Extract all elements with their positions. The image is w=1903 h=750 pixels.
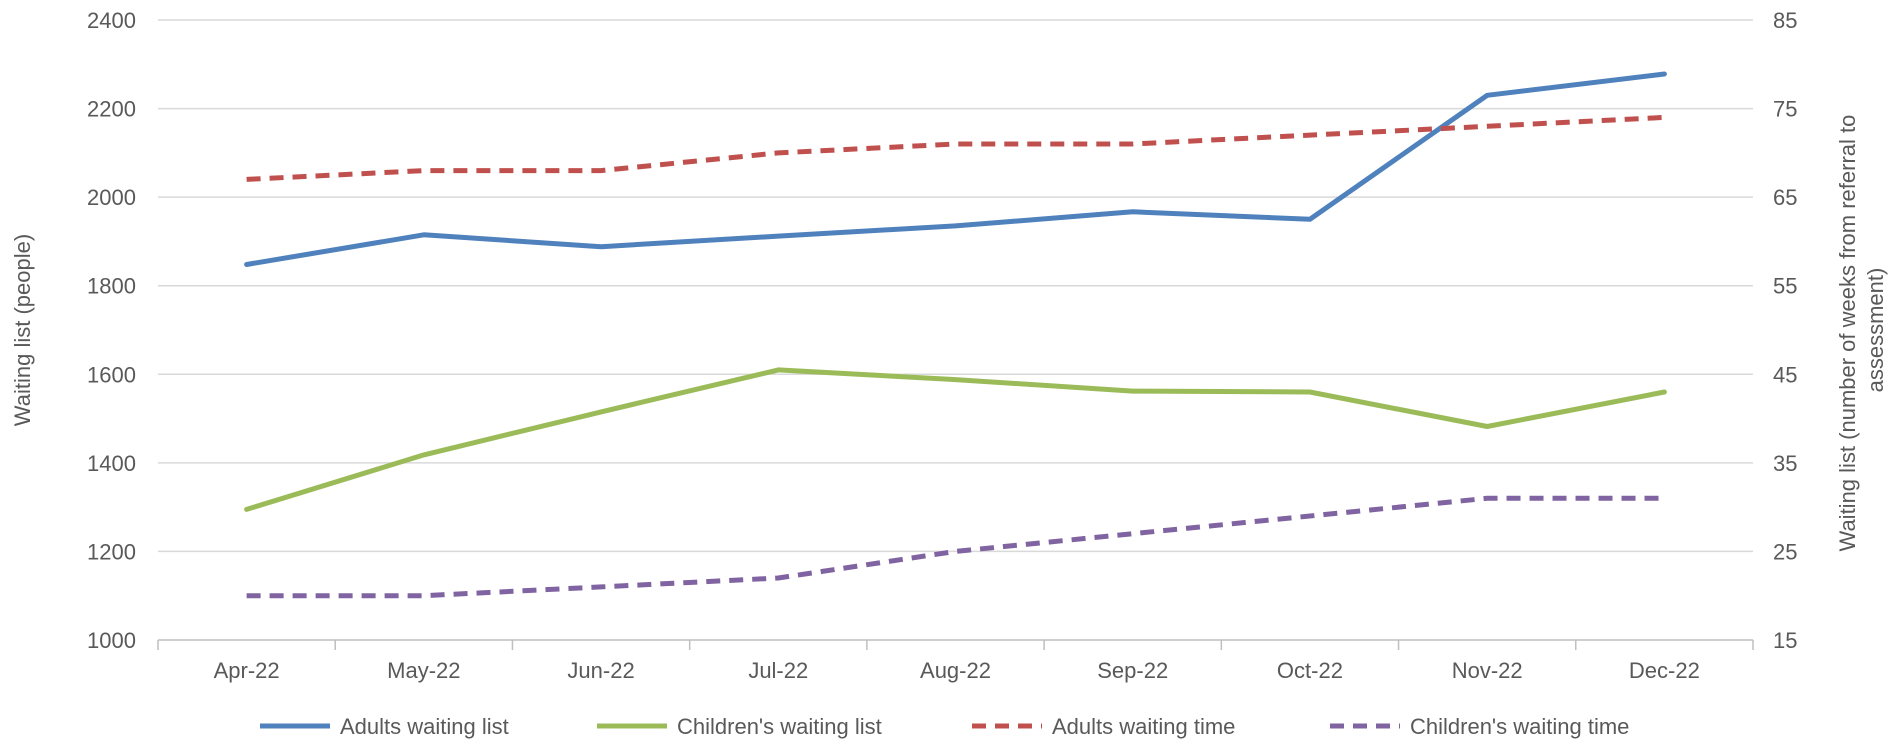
series-line-3	[246, 114, 1665, 182]
legend: Adults waiting list Children's waiting li…	[260, 714, 1629, 739]
series-line-1	[244, 71, 1667, 267]
legend-label: Children's waiting list	[677, 714, 882, 739]
right-y-tick-label: 65	[1773, 185, 1797, 210]
right-axis-title-line-2: assessment)	[1863, 268, 1888, 393]
x-axis: Apr-22 May-22 Jun-22 Jul-22 Aug-22 Sep-22 Oct-…	[157, 640, 1754, 683]
left-y-tick-label: 2200	[87, 97, 136, 122]
left-y-axis: 1000 1200 1400 1600 1800 2000 2200 2400	[87, 8, 136, 653]
left-y-tick-label: 1800	[87, 274, 136, 299]
right-y-tick-label: 75	[1773, 97, 1797, 122]
x-tick-label: Jul-22	[748, 658, 808, 683]
left-y-tick-label: 1000	[87, 628, 136, 653]
right-axis-title-line-1: Waiting list (number of weeks from refer…	[1835, 115, 1860, 552]
left-y-tick-label: 2000	[87, 185, 136, 210]
right-y-tick-label: 25	[1773, 539, 1797, 564]
left-y-tick-label: 1200	[87, 539, 136, 564]
right-y-tick-label: 35	[1773, 451, 1797, 476]
left-axis-title: Waiting list (people)	[10, 234, 35, 426]
legend-label: Adults waiting time	[1052, 714, 1235, 739]
left-y-tick-label: 1400	[87, 451, 136, 476]
x-tick-label: Sep-22	[1097, 658, 1168, 683]
series-line-4	[246, 495, 1665, 599]
x-tick-label: Nov-22	[1452, 658, 1523, 683]
x-tick-label: Apr-22	[214, 658, 280, 683]
series-line-2	[244, 367, 1667, 512]
x-tick-label: Dec-22	[1629, 658, 1700, 683]
left-y-tick-label: 2400	[87, 8, 136, 33]
right-y-tick-label: 85	[1773, 8, 1797, 33]
gridlines	[158, 19, 1753, 641]
x-tick-label: Oct-22	[1277, 658, 1343, 683]
right-y-axis: 15 25 35 45 55 65 75 85	[1773, 8, 1797, 653]
right-axis-title: Waiting list (number of weeks from refer…	[1835, 109, 1888, 552]
x-tick-label: May-22	[387, 658, 460, 683]
series-lines	[244, 71, 1667, 599]
right-y-tick-label: 15	[1773, 628, 1797, 653]
right-y-tick-label: 45	[1773, 362, 1797, 387]
x-tick-label: Jun-22	[567, 658, 634, 683]
legend-label: Adults waiting list	[340, 714, 509, 739]
x-tick-label: Aug-22	[920, 658, 991, 683]
right-y-tick-label: 55	[1773, 274, 1797, 299]
legend-label: Children's waiting time	[1410, 714, 1629, 739]
left-y-tick-label: 1600	[87, 362, 136, 387]
